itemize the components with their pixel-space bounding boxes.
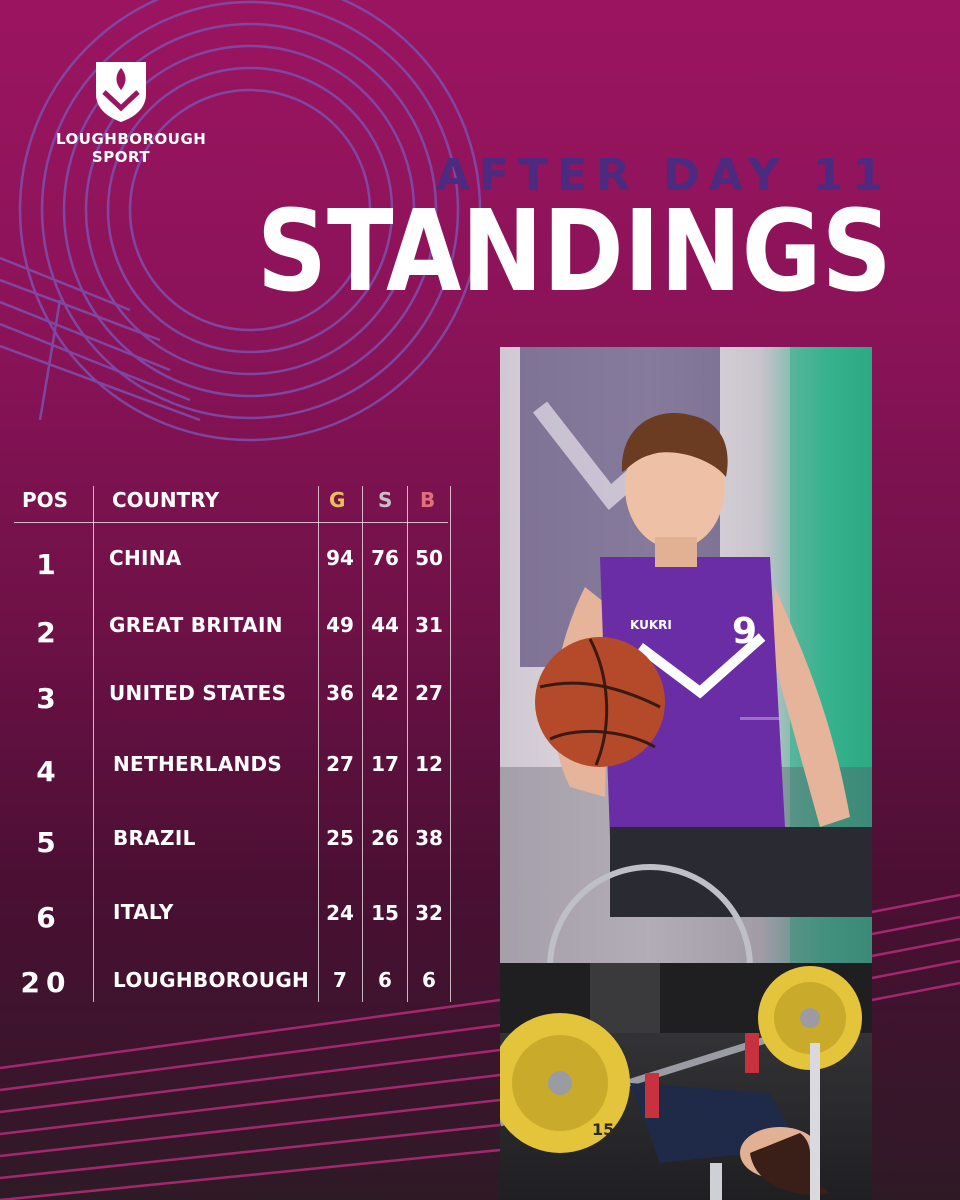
column-divider: [93, 486, 94, 1002]
row-gold: 49: [326, 613, 354, 637]
powerlifting-photo: 15: [500, 963, 872, 1200]
wheelchair-basketball-photo: 9 KUKRI: [500, 347, 872, 963]
row-country: NETHERLANDS: [113, 752, 283, 776]
row-gold: 36: [326, 681, 354, 705]
row-bronze: 12: [415, 752, 443, 776]
jersey-number: 9: [732, 611, 757, 652]
column-divider: [407, 486, 408, 1002]
row-country: ITALY: [113, 900, 174, 924]
row-bronze: 27: [415, 681, 443, 705]
loughborough-sport-logo: LOUGHBOROUGH SPORT: [56, 58, 207, 166]
header-divider: [14, 522, 448, 523]
header-gold: G: [329, 488, 346, 512]
header-pos: POS: [22, 488, 69, 512]
brand-line2: SPORT: [91, 148, 151, 166]
brand-line1: LOUGHBOROUGH: [56, 130, 207, 148]
row-gold: 94: [326, 546, 354, 570]
header-country: COUNTRY: [112, 488, 220, 512]
row-bronze: 38: [415, 826, 443, 850]
svg-text:KUKRI: KUKRI: [630, 618, 672, 632]
row-bronze: 6: [422, 968, 436, 992]
row-bronze: 31: [415, 613, 443, 637]
row-silver: 6: [378, 968, 392, 992]
row-silver: 44: [371, 613, 399, 637]
column-divider: [318, 486, 319, 1002]
row-silver: 26: [371, 826, 399, 850]
row-position: 4: [36, 755, 56, 788]
row-position: 2: [36, 616, 56, 649]
page-title: STANDINGS: [257, 187, 892, 317]
header-silver: S: [378, 488, 393, 512]
row-bronze: 50: [415, 546, 443, 570]
row-country: GREAT BRITAIN: [109, 613, 283, 637]
row-silver: 15: [371, 901, 399, 925]
row-country: CHINA: [109, 546, 182, 570]
plate-number: 15: [592, 1120, 614, 1139]
row-gold: 24: [326, 901, 354, 925]
row-silver: 17: [371, 752, 399, 776]
row-position: 1: [36, 548, 56, 581]
shield-icon: [96, 62, 146, 122]
subtitle: AFTER DAY 11: [435, 150, 892, 201]
header-bronze: B: [420, 488, 436, 512]
column-divider: [362, 486, 363, 1002]
row-gold: 27: [326, 752, 354, 776]
row-position: 6: [36, 901, 56, 934]
row-gold: 7: [333, 968, 347, 992]
row-silver: 42: [371, 681, 399, 705]
row-position: 20: [20, 966, 72, 999]
column-divider: [450, 486, 451, 1002]
row-country: LOUGHBOROUGH: [113, 968, 310, 992]
row-position: 5: [36, 826, 56, 859]
row-country: UNITED STATES: [109, 681, 287, 705]
row-bronze: 32: [415, 901, 443, 925]
row-position: 3: [36, 682, 56, 715]
row-gold: 25: [326, 826, 354, 850]
row-silver: 76: [371, 546, 399, 570]
row-country: BRAZIL: [113, 826, 196, 850]
